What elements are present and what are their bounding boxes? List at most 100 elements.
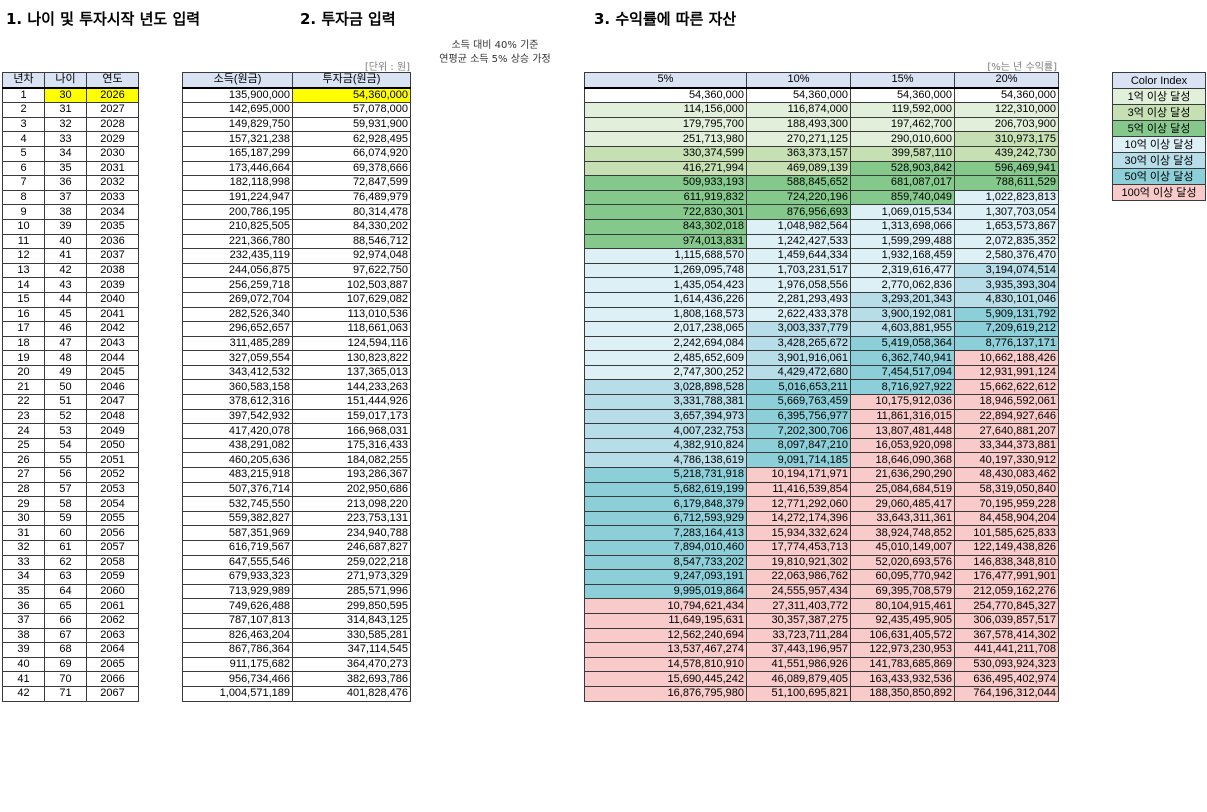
asset-cell-r5: 1,435,054,423 bbox=[584, 277, 747, 293]
asset-cell-r10: 2,281,293,493 bbox=[746, 291, 851, 308]
income-cell: 1,004,571,189 bbox=[182, 685, 293, 702]
asset-cell-r10: 6,395,756,977 bbox=[746, 408, 851, 425]
table-row: 282,526,340 113,010,536 bbox=[182, 306, 411, 323]
asset-cell-r5: 2,017,238,065 bbox=[584, 321, 747, 337]
investment-cell: 130,823,822 bbox=[292, 350, 411, 366]
asset-cell-r10: 363,373,157 bbox=[746, 145, 851, 162]
year-cell: 2056 bbox=[86, 525, 139, 541]
table-row: 1,269,095,748 1,703,231,517 2,319,616,477 3… bbox=[584, 262, 1059, 279]
table-row: 26 55 2051 bbox=[2, 452, 139, 469]
year-cell: 2065 bbox=[86, 656, 139, 673]
year-cell: 2051 bbox=[86, 452, 139, 469]
investment-cell: 88,546,712 bbox=[292, 233, 411, 250]
table-row: 4,382,910,824 8,097,847,210 16,053,920,098… bbox=[584, 437, 1059, 454]
year-cell: 2062 bbox=[86, 612, 139, 629]
asset-cell-r5: 13,537,467,274 bbox=[584, 642, 747, 658]
asset-cell-r10: 3,428,265,672 bbox=[746, 335, 851, 352]
header-age: 나이 bbox=[44, 71, 87, 89]
legend-item: 50억 이상 달성 bbox=[1112, 168, 1206, 185]
income-cell: 244,056,875 bbox=[182, 262, 293, 279]
age-year-table: 년차 나이 연도 1 30 2026 2 31 2027 3 32 2028 4 33 2029 5 34… bbox=[2, 71, 139, 702]
table-row: 6 35 2031 bbox=[2, 160, 139, 177]
asset-cell-r10: 1,976,058,556 bbox=[746, 277, 851, 293]
asset-cell-r20: 8,776,137,171 bbox=[954, 335, 1059, 352]
year-index-cell: 8 bbox=[2, 189, 45, 206]
table-row: 22 51 2047 bbox=[2, 394, 139, 410]
year-cell: 2031 bbox=[86, 160, 139, 177]
income-cell: 713,929,989 bbox=[182, 583, 293, 600]
table-row: 251,713,980 270,271,125 290,010,600 310,973… bbox=[584, 131, 1059, 147]
asset-cell-r5: 5,218,731,918 bbox=[584, 467, 747, 483]
year-index-cell: 38 bbox=[2, 627, 45, 644]
table-row: 10 39 2035 bbox=[2, 218, 139, 235]
asset-cell-r5: 974,013,831 bbox=[584, 233, 747, 250]
asset-cell-r10: 22,063,986,762 bbox=[746, 569, 851, 585]
asset-cell-r5: 11,649,195,631 bbox=[584, 612, 747, 629]
table-row: 416,271,994 469,089,139 528,903,842 596,469… bbox=[584, 160, 1059, 177]
asset-cell-r10: 7,202,300,706 bbox=[746, 423, 851, 439]
table-row: 330,374,599 363,373,157 399,587,110 439,242… bbox=[584, 145, 1059, 162]
investment-cell: 92,974,048 bbox=[292, 248, 411, 264]
legend-row: 5억 이상 달성 bbox=[1112, 120, 1206, 137]
age-cell: 57 bbox=[44, 481, 87, 498]
asset-cell-r15: 2,770,062,836 bbox=[850, 277, 955, 293]
table-row: 826,463,204 330,585,281 bbox=[182, 627, 411, 644]
asset-cell-r10: 46,089,879,405 bbox=[746, 671, 851, 687]
table-row: 4,007,232,753 7,202,300,706 13,807,481,448… bbox=[584, 423, 1059, 439]
investment-cell: 223,753,131 bbox=[292, 510, 411, 527]
year-index-cell: 6 bbox=[2, 160, 45, 177]
income-cell: 559,382,827 bbox=[182, 510, 293, 527]
asset-cell-r20: 12,931,991,124 bbox=[954, 364, 1059, 381]
table-row: 200,786,195 80,314,478 bbox=[182, 204, 411, 220]
asset-cell-r15: 119,592,000 bbox=[850, 102, 955, 118]
investment-cell: 175,316,433 bbox=[292, 437, 411, 454]
rate-unit-label: [%는 년 수익률] bbox=[987, 62, 1057, 73]
asset-cell-r20: 439,242,730 bbox=[954, 145, 1059, 162]
income-cell: 221,366,780 bbox=[182, 233, 293, 250]
asset-cell-r15: 141,783,685,869 bbox=[850, 656, 955, 673]
header-income: 소득(원금) bbox=[182, 71, 293, 89]
table-row: 256,259,718 102,503,887 bbox=[182, 277, 411, 293]
age-cell: 31 bbox=[44, 102, 87, 118]
asset-cell-r15: 80,104,915,461 bbox=[850, 598, 955, 614]
table-row: 5,682,619,199 11,416,539,854 25,084,684,51… bbox=[584, 481, 1059, 498]
age-cell: 36 bbox=[44, 175, 87, 191]
legend-row: 1억 이상 달성 bbox=[1112, 88, 1206, 105]
table-row: 1,435,054,423 1,976,058,556 2,770,062,836 3… bbox=[584, 277, 1059, 293]
age-cell: 47 bbox=[44, 335, 87, 352]
section-title-age-year: 1. 나이 및 투자시작 년도 입력 bbox=[6, 10, 201, 28]
asset-cell-r15: 1,599,299,488 bbox=[850, 233, 955, 250]
table-row: 843,302,018 1,048,982,564 1,313,698,066 1,6… bbox=[584, 218, 1059, 235]
age-cell: 61 bbox=[44, 540, 87, 556]
asset-cell-r5: 15,690,445,242 bbox=[584, 671, 747, 687]
asset-cell-r15: 399,587,110 bbox=[850, 145, 955, 162]
asset-cell-r10: 15,934,332,624 bbox=[746, 525, 851, 541]
table-row: 956,734,466 382,693,786 bbox=[182, 671, 411, 687]
age-cell: 51 bbox=[44, 394, 87, 410]
year-cell: 2064 bbox=[86, 642, 139, 658]
table-row: 12 41 2037 bbox=[2, 248, 139, 264]
table-row: 397,542,932 159,017,173 bbox=[182, 408, 411, 425]
asset-cell-r5: 509,933,193 bbox=[584, 175, 747, 191]
asset-cell-r10: 2,622,433,378 bbox=[746, 306, 851, 323]
year-cell: 2053 bbox=[86, 481, 139, 498]
investment-cell: 72,847,599 bbox=[292, 175, 411, 191]
table-row: 17 46 2042 bbox=[2, 321, 139, 337]
year-cell: 2028 bbox=[86, 116, 139, 133]
asset-cell-r20: 596,469,941 bbox=[954, 160, 1059, 177]
asset-cell-r15: 163,433,932,536 bbox=[850, 671, 955, 687]
legend-item: 100억 이상 달성 bbox=[1112, 184, 1206, 201]
header-rate-20: 20% bbox=[954, 71, 1059, 89]
table-row: 149,829,750 59,931,900 bbox=[182, 116, 411, 133]
color-index-legend: Color Index 1억 이상 달성 3억 이상 달성 5억 이상 달성 10억 … bbox=[1112, 72, 1206, 201]
age-cell: 59 bbox=[44, 510, 87, 527]
asset-cell-r5: 54,360,000 bbox=[584, 87, 747, 104]
table-row: 25 54 2050 bbox=[2, 437, 139, 454]
asset-cell-r20: 5,909,131,792 bbox=[954, 306, 1059, 323]
table-row: 13 42 2038 bbox=[2, 262, 139, 279]
investment-cell: 213,098,220 bbox=[292, 496, 411, 512]
asset-cell-r5: 416,271,994 bbox=[584, 160, 747, 177]
asset-cell-r20: 4,830,101,046 bbox=[954, 291, 1059, 308]
year-index-cell: 15 bbox=[2, 291, 45, 308]
table-row: 269,072,704 107,629,082 bbox=[182, 291, 411, 308]
